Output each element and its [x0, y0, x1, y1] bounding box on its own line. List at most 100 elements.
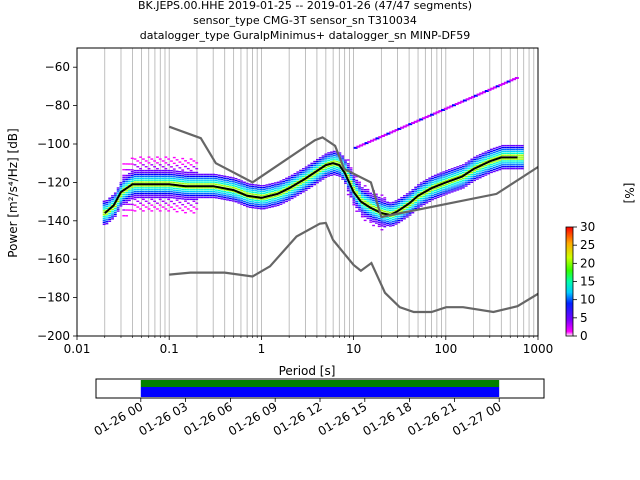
cloud-cell [279, 199, 283, 202]
cloud-cell [422, 182, 426, 185]
cloud-cell [403, 216, 406, 218]
cloud-cell [461, 171, 465, 174]
cloud-cell [282, 198, 286, 200]
cloud-cell [172, 197, 176, 199]
cloud-cell [484, 170, 488, 172]
cloud-cell [150, 192, 154, 195]
cloud-cell [273, 203, 277, 205]
cloud-cell [181, 194, 185, 196]
cloud-cell [464, 171, 468, 174]
cloud-cell [310, 185, 314, 188]
cloud-cell [113, 211, 117, 214]
cloud-cell [383, 208, 387, 211]
cloud-cell [262, 198, 266, 200]
cloud-cell [271, 182, 274, 185]
cloud-cell [374, 220, 378, 222]
cloud-cell [316, 176, 319, 178]
cloud-cell [105, 205, 109, 208]
cloud-cell [156, 192, 159, 195]
cloud-cell [419, 203, 423, 205]
cloud-cell [453, 188, 457, 190]
cloud-cell [254, 186, 258, 188]
y-tick-label: −80 [45, 99, 70, 113]
cloud-cell [366, 198, 370, 200]
cloud-cell [245, 198, 249, 200]
cloud-cell [175, 176, 179, 178]
cloud-cell [476, 174, 479, 176]
cloud-cell [473, 162, 477, 164]
cloud-cell [108, 216, 112, 219]
cloud-cell [481, 152, 485, 155]
cloud-cell [181, 173, 185, 175]
cloud-cell [341, 157, 345, 159]
cloud-cell [130, 171, 134, 173]
cloud-cell [318, 159, 322, 161]
cloud-cell [172, 189, 176, 191]
cloud-cell [414, 205, 418, 208]
cloud-cell [518, 150, 521, 153]
cloud-cell [433, 195, 437, 198]
cloud-cell [156, 189, 159, 191]
cloud-cell [206, 173, 210, 176]
cloud-cell [172, 176, 176, 178]
cloud-cell [147, 189, 151, 191]
cloud-cell [481, 171, 485, 174]
cloud-cell [282, 182, 286, 185]
cloud-cell [178, 192, 182, 194]
cloud-cell [164, 189, 168, 191]
cloud-cell [178, 197, 182, 200]
cloud-cell [296, 186, 300, 189]
cloud-cell [414, 194, 418, 196]
cloud-cell [237, 181, 241, 183]
cloud-cell [102, 202, 106, 204]
cloud-cell [226, 191, 230, 193]
cloud-cell [403, 200, 406, 203]
cloud-cell [141, 164, 145, 166]
cloud-cell [447, 188, 451, 190]
cloud-cell [391, 215, 395, 217]
cloud-cell [172, 208, 176, 211]
cloud-cell [161, 200, 165, 202]
cloud-cell [487, 171, 491, 173]
cloud-cell [445, 191, 448, 193]
cloud-cell [372, 217, 375, 219]
cloud-cell [487, 163, 491, 165]
cloud-cell [231, 196, 235, 198]
cloud-cell [425, 198, 429, 200]
cloud-cell [425, 202, 429, 204]
cloud-cell [181, 171, 185, 173]
cloud-cell [144, 192, 148, 195]
cloud-cell [130, 192, 134, 194]
cloud-cell [299, 183, 302, 185]
cloud-cell [349, 196, 353, 198]
cloud-cell [125, 195, 128, 198]
cloud-outlier [427, 114, 432, 117]
cloud-cell [161, 189, 165, 191]
cloud-cell [405, 197, 409, 199]
cloud-cell [296, 184, 300, 187]
cloud-cell [203, 194, 207, 197]
cloud-cell [220, 192, 224, 194]
cloud-cell [268, 198, 272, 201]
cloud-cell [304, 187, 308, 189]
cloud-cell [285, 198, 288, 201]
cloud-cell [212, 187, 215, 189]
cloud-cell [119, 189, 123, 192]
cloud-outlier [506, 80, 511, 83]
cloud-cell [380, 223, 384, 225]
cloud-cell [192, 189, 196, 191]
cloud-cell [119, 182, 123, 184]
cloud-cell [408, 191, 412, 193]
cloud-cell [158, 173, 162, 176]
cloud-cell [363, 194, 367, 197]
cloud-cell [338, 171, 342, 173]
cloud-cell [318, 164, 322, 167]
cloud-cell [484, 155, 488, 157]
cloud-cell [321, 178, 325, 180]
cloud-cell [470, 177, 474, 180]
cloud-cell [144, 179, 148, 181]
cloud-cell [119, 199, 123, 201]
cloud-cell [158, 177, 162, 179]
cloud-cell [178, 174, 182, 177]
cloud-cell [417, 199, 420, 201]
